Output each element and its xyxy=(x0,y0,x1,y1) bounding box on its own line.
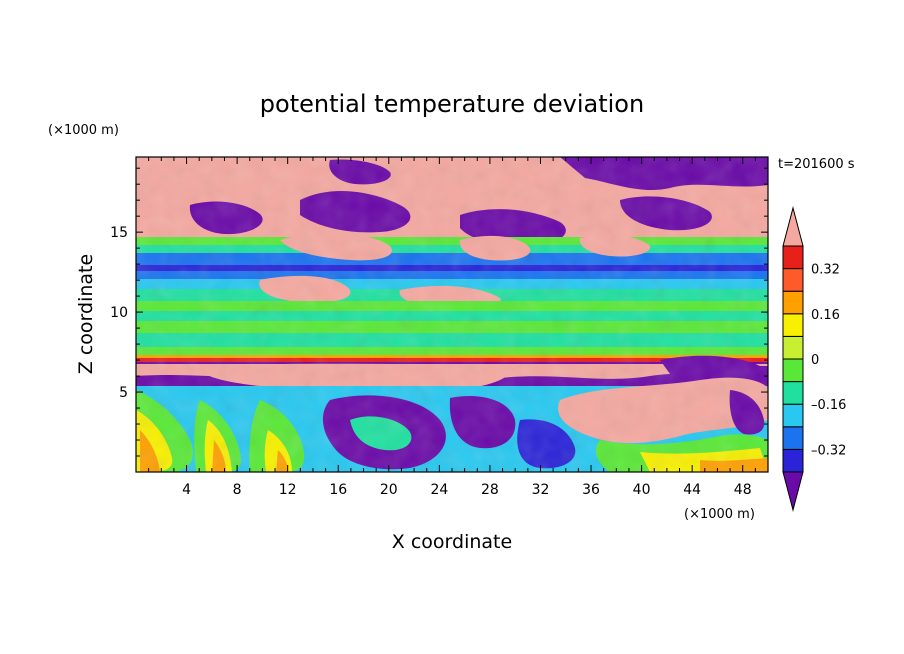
contour-field xyxy=(136,157,768,472)
colorbar-box xyxy=(782,313,804,337)
y-axis-title: Z coordinate xyxy=(75,254,97,374)
colorbar-box xyxy=(782,245,804,270)
x-tick-label: 32 xyxy=(532,482,550,498)
colorbar-extend-high xyxy=(782,206,804,247)
x-tick-label: 44 xyxy=(683,482,701,498)
colorbar-box xyxy=(782,426,804,450)
x-tick-label: 12 xyxy=(279,482,297,498)
x-unit-label: (×1000 m) xyxy=(684,507,755,522)
colorbar-box xyxy=(782,448,804,473)
colorbar-box xyxy=(782,381,804,405)
x-tick-label: 8 xyxy=(233,482,242,498)
colorbar-label: 0.16 xyxy=(811,308,840,323)
y-tick-label: 5 xyxy=(119,385,128,401)
x-tick-label: 20 xyxy=(380,482,398,498)
y-unit-label: (×1000 m) xyxy=(48,123,119,138)
colorbar: 0.32 0.16 0 –0.16 –0.32 xyxy=(782,206,846,512)
x-tick-label: 28 xyxy=(481,482,499,498)
x-tick-label: 48 xyxy=(734,482,752,498)
y-axis: 5 10 15 xyxy=(110,167,768,457)
x-tick-label: 16 xyxy=(329,482,347,498)
time-label: t=201600 s xyxy=(778,157,855,172)
colorbar-extend-low xyxy=(782,471,804,512)
y-tick-label: 10 xyxy=(110,305,128,321)
x-tick-label: 36 xyxy=(582,482,600,498)
colorbar-label: 0.32 xyxy=(811,263,840,278)
colorbar-box xyxy=(782,335,804,360)
x-tick-label: 4 xyxy=(182,482,191,498)
colorbar-box xyxy=(782,358,804,383)
colorbar-label: –0.32 xyxy=(811,443,846,458)
colorbar-label: –0.16 xyxy=(811,398,846,413)
chart-title: potential temperature deviation xyxy=(260,90,644,118)
colorbar-box xyxy=(782,290,804,315)
colorbar-box xyxy=(782,268,804,292)
colorbar-label: 0 xyxy=(811,353,819,368)
x-axis-title: X coordinate xyxy=(392,531,512,553)
x-axis: 4 8 12 16 20 24 28 32 36 40 44 48 xyxy=(148,157,756,498)
x-tick-label: 40 xyxy=(633,482,651,498)
x-tick-label: 24 xyxy=(430,482,448,498)
colorbar-box xyxy=(782,403,804,428)
y-tick-label: 15 xyxy=(110,225,128,241)
